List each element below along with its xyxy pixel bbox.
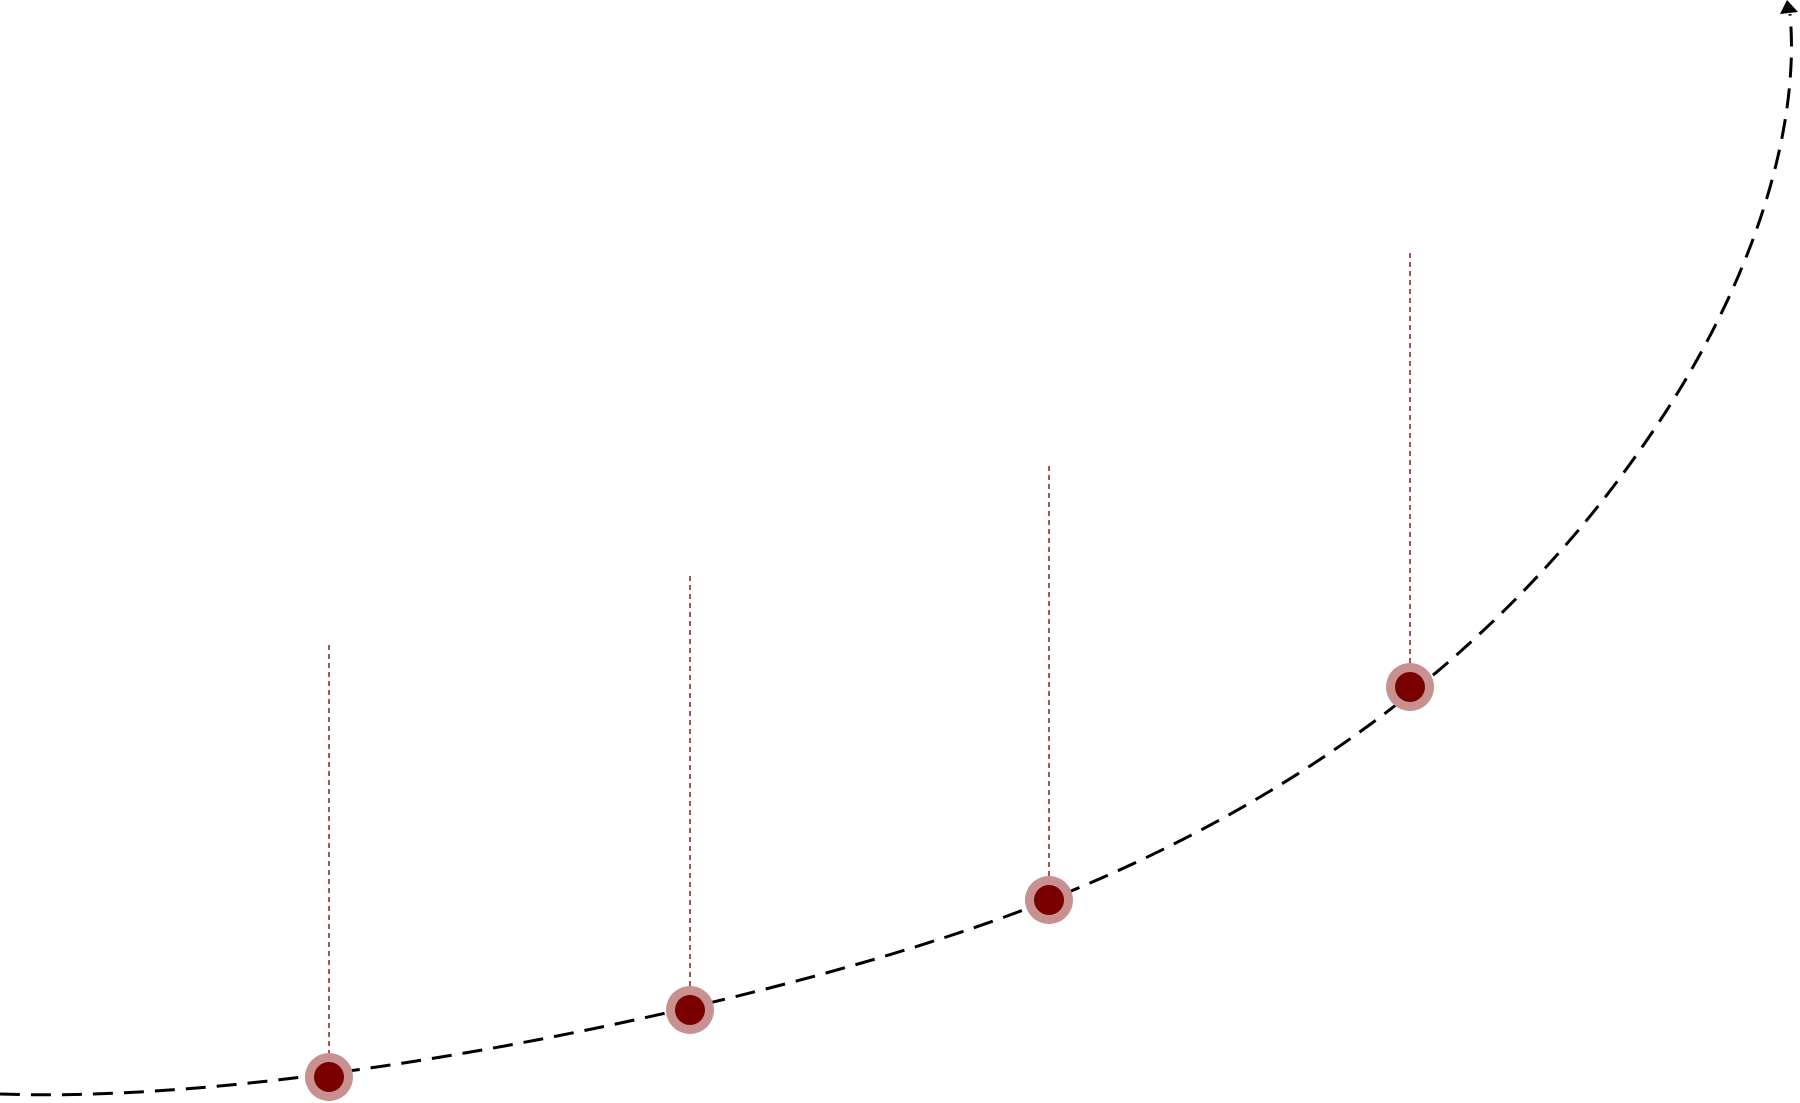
milestone-dot (314, 1062, 344, 1092)
milestone-dot (675, 995, 705, 1025)
milestones (305, 663, 1434, 1101)
guide-lines (328, 253, 1411, 1054)
milestone-dot (1395, 672, 1425, 702)
curve-arrowhead (1780, 0, 1798, 14)
milestone-dot (1034, 885, 1064, 915)
growth-curve (0, 13, 1793, 1097)
